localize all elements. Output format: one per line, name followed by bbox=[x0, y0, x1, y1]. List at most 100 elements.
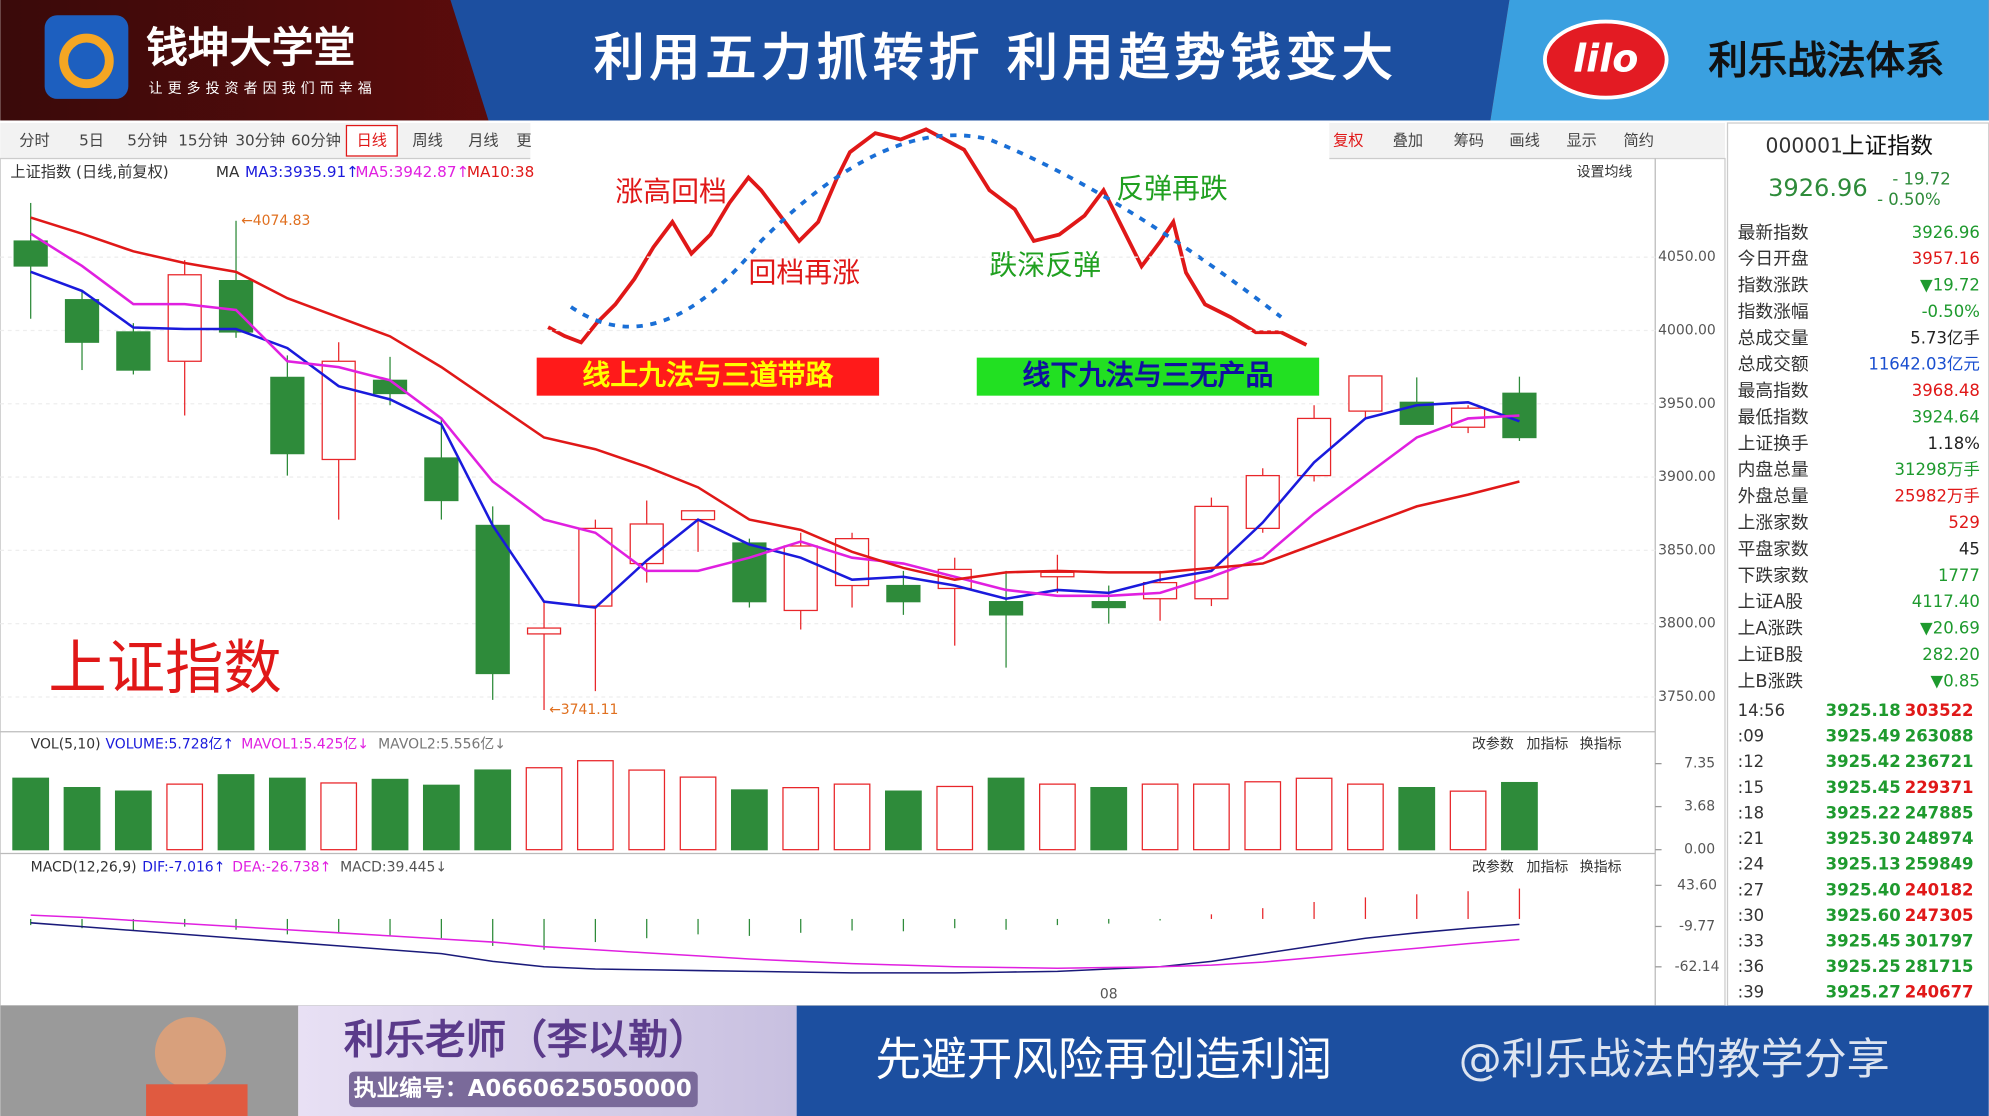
volume-bar bbox=[1501, 781, 1538, 851]
tool-button[interactable]: 画线 bbox=[1509, 131, 1539, 149]
volume-bar bbox=[730, 789, 768, 851]
period-button[interactable]: 60分钟 bbox=[291, 131, 341, 149]
y-tick-label: -9.77 bbox=[1679, 918, 1715, 934]
tick-price: 3925.25 bbox=[1826, 957, 1901, 976]
y-tick-label: 43.60 bbox=[1677, 877, 1717, 893]
quote-label: 平盘家数 bbox=[1738, 539, 1809, 560]
panel-tool[interactable]: 换指标 bbox=[1580, 858, 1622, 875]
candle-body bbox=[64, 299, 100, 343]
period-button[interactable]: 周线 bbox=[412, 131, 442, 149]
quote-value: ▼0.85 bbox=[1931, 671, 1980, 690]
volume-bar bbox=[987, 777, 1025, 851]
volume-bar bbox=[1449, 790, 1487, 851]
volume-bar bbox=[1039, 783, 1076, 851]
candle-body bbox=[526, 627, 562, 635]
volume-bar bbox=[525, 767, 563, 851]
x-tick-label: 08 bbox=[1100, 986, 1118, 1002]
tick-price: 3925.49 bbox=[1826, 727, 1901, 746]
quote-name: 上证指数 bbox=[1842, 134, 1933, 160]
y-tick-label: 4050.00 bbox=[1658, 249, 1716, 265]
tick-price: 3925.18 bbox=[1826, 701, 1901, 720]
candle-body bbox=[732, 542, 767, 603]
tick-time: :18 bbox=[1738, 803, 1765, 822]
y-tick-label: 3850.00 bbox=[1658, 542, 1716, 558]
quote-label: 上B涨跌 bbox=[1738, 671, 1804, 692]
period-button[interactable]: 5分钟 bbox=[127, 131, 167, 149]
volume-bar bbox=[1193, 783, 1230, 851]
quote-label: 指数涨跌 bbox=[1738, 275, 1809, 296]
ma-legend: MA10:38 bbox=[467, 163, 534, 181]
period-button[interactable]: 分时 bbox=[19, 131, 49, 149]
tick-time: 14:56 bbox=[1738, 701, 1785, 720]
volume-bar bbox=[63, 787, 101, 851]
tool-button[interactable]: 筹码 bbox=[1454, 131, 1484, 149]
macd-legend: MACD:39.445↓ bbox=[340, 859, 447, 875]
tick-volume: 240677 bbox=[1905, 983, 1974, 1002]
quote-value: ▼19.72 bbox=[1920, 276, 1980, 295]
ma-legend: MA5:3942.87↑ bbox=[355, 163, 469, 181]
period-button[interactable]: 15分钟 bbox=[178, 131, 228, 149]
vol-legend: MAVOL2:5.556亿↓ bbox=[378, 736, 506, 752]
quote-value: 3926.96 bbox=[1912, 223, 1980, 242]
candle-body bbox=[1142, 581, 1178, 600]
volume-bar bbox=[1090, 787, 1128, 851]
quote-label: 最新指数 bbox=[1738, 222, 1809, 243]
volume-bar bbox=[474, 769, 512, 851]
ma-line bbox=[30, 232, 1520, 598]
panel-tool[interactable]: 改参数 bbox=[1472, 858, 1514, 875]
y-tick-label: 7.35 bbox=[1684, 756, 1715, 772]
y-tick-label: 3.68 bbox=[1684, 799, 1715, 815]
period-button[interactable]: 日线 bbox=[357, 131, 387, 149]
chart-title: 上证指数 (日线,前复权) bbox=[10, 163, 168, 181]
ma-setting[interactable]: 设置均线 bbox=[1577, 164, 1633, 180]
period-button[interactable]: 更 bbox=[516, 131, 531, 149]
panel-tool[interactable]: 改参数 bbox=[1472, 735, 1514, 752]
quote-value: 31298万手 bbox=[1895, 460, 1980, 479]
tool-button[interactable]: 显示 bbox=[1566, 131, 1596, 149]
quote-value: 11642.03亿元 bbox=[1868, 355, 1980, 374]
period-button[interactable]: 月线 bbox=[468, 131, 498, 149]
tick-volume: 281715 bbox=[1905, 957, 1974, 976]
panel-tool[interactable]: 加指标 bbox=[1527, 736, 1569, 752]
tick-volume: 259849 bbox=[1905, 855, 1974, 874]
volume-bar bbox=[1244, 781, 1282, 851]
tool-button[interactable]: 叠加 bbox=[1393, 131, 1423, 149]
tool-button[interactable]: 简约 bbox=[1624, 131, 1654, 149]
panel-tool[interactable]: 加指标 bbox=[1527, 859, 1569, 875]
dea-line bbox=[30, 914, 1520, 970]
overlay-label: 反弹再跌 bbox=[1116, 172, 1228, 205]
tick-volume: 263088 bbox=[1905, 727, 1974, 746]
candle-body bbox=[988, 601, 1024, 616]
period-button[interactable]: 5日 bbox=[79, 131, 104, 149]
volume-bar bbox=[114, 790, 152, 851]
quote-value: 529 bbox=[1948, 513, 1979, 532]
quote-value: 5.73亿手 bbox=[1910, 328, 1980, 347]
volume-bar bbox=[1347, 783, 1384, 851]
volume-bar bbox=[628, 769, 666, 851]
tool-button[interactable]: 复权 bbox=[1333, 131, 1363, 149]
macd-legend: MACD(12,26,9) bbox=[31, 859, 137, 875]
panel-tool[interactable]: 换指标 bbox=[1580, 735, 1622, 752]
candle-body bbox=[167, 274, 202, 362]
overlay-label: 跌深反弹 bbox=[989, 248, 1101, 281]
motto: 先避开风险再创造利润 bbox=[875, 1033, 1331, 1086]
slogan: 让更多投资者因我们而幸福 bbox=[149, 80, 377, 97]
volume-bar bbox=[936, 785, 974, 851]
banner-left: 线上九法与三道带路 bbox=[582, 359, 833, 392]
quote-value: 4117.40 bbox=[1912, 592, 1980, 611]
tick-price: 3925.45 bbox=[1826, 932, 1901, 951]
tick-volume: 248974 bbox=[1905, 829, 1974, 848]
quote-value: 25982万手 bbox=[1895, 487, 1980, 506]
volume-bar bbox=[320, 782, 358, 851]
candle-body bbox=[372, 379, 408, 395]
weibo: @利乐战法的教学分享 bbox=[1459, 1035, 1890, 1085]
period-button[interactable]: 30分钟 bbox=[235, 131, 285, 149]
quote-label: 上证换手 bbox=[1738, 433, 1809, 454]
y-tick-label: -62.14 bbox=[1675, 959, 1720, 975]
tick-time: :27 bbox=[1738, 880, 1765, 899]
overlay-trend bbox=[569, 133, 1283, 329]
candle-body bbox=[629, 523, 664, 565]
tick-volume: 247305 bbox=[1905, 906, 1974, 925]
volume-bar bbox=[885, 790, 922, 851]
